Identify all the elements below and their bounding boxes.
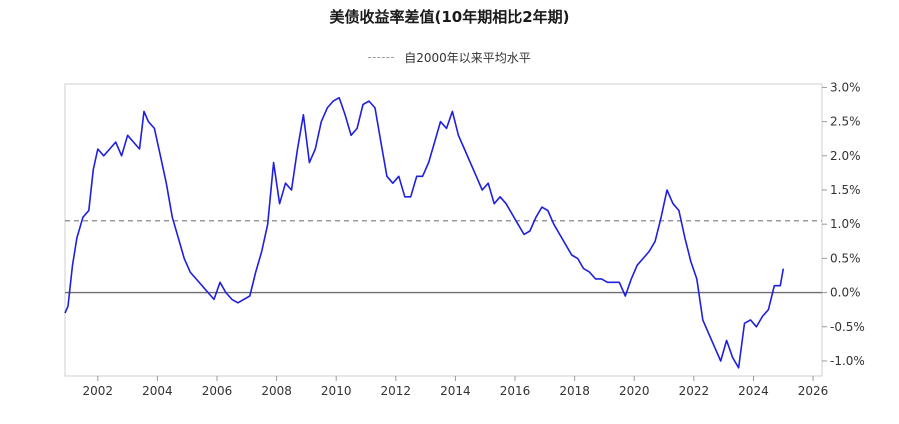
- x-tick-label: 2022: [679, 384, 710, 398]
- y-tick-label: -0.5%: [830, 320, 865, 334]
- x-tick-label: 2012: [381, 384, 412, 398]
- series-line: [64, 96, 785, 369]
- x-tick-label: 2004: [142, 384, 173, 398]
- x-tick-label: 2016: [500, 384, 531, 398]
- plot-frame: [64, 83, 823, 377]
- y-tick-label: 1.5%: [830, 183, 861, 197]
- y-tick-label: -1.0%: [830, 354, 865, 368]
- x-tick-label: 2006: [202, 384, 233, 398]
- x-tick-label: 2002: [83, 384, 114, 398]
- y-tick-label: 2.0%: [830, 149, 861, 163]
- y-tick-label: 3.0%: [830, 80, 861, 94]
- y-tick-label: 0.5%: [830, 251, 861, 265]
- legend-label: 自2000年以来平均水平: [404, 51, 531, 65]
- chart-title: 美债收益率差值(10年期相比2年期): [329, 8, 570, 26]
- y-tick-label: 2.5%: [830, 115, 861, 129]
- legend: 自2000年以来平均水平: [0, 49, 899, 66]
- x-tick-label: 2010: [321, 384, 352, 398]
- y-tick-label: 0.0%: [830, 286, 861, 300]
- x-tick-label: 2008: [261, 384, 292, 398]
- legend-dashed-line-icon: [368, 57, 395, 58]
- x-tick-label: 2014: [440, 384, 471, 398]
- x-tick-label: 2018: [559, 384, 590, 398]
- x-tick-label: 2020: [619, 384, 650, 398]
- y-tick-label: 1.0%: [830, 217, 861, 231]
- x-tick-label: 2026: [798, 384, 829, 398]
- x-tick-label: 2024: [738, 384, 769, 398]
